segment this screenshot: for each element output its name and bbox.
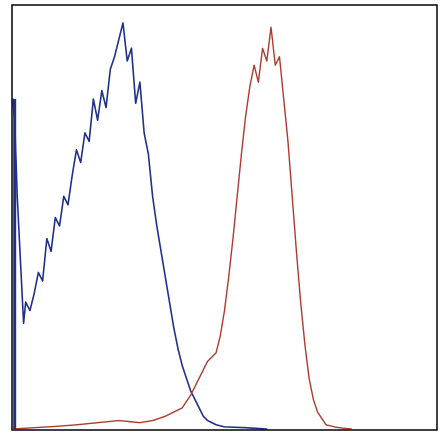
series-layer <box>12 22 353 430</box>
series-line-red <box>12 26 353 430</box>
series-line-blue <box>12 22 268 430</box>
plot-frame <box>11 4 438 431</box>
